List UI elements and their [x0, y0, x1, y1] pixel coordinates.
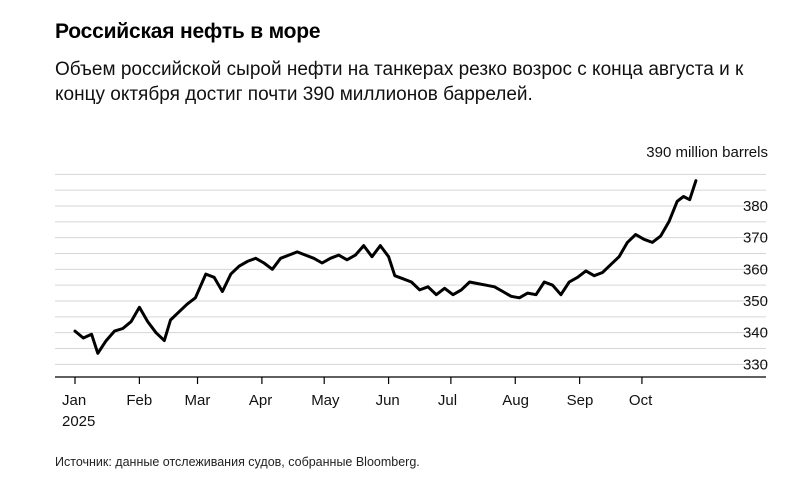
x-tick-label: Jun [376, 392, 400, 409]
x-tick-label: Aug [502, 392, 529, 409]
y-tick-label: 340 [743, 325, 768, 342]
x-tick-label: Jul [438, 392, 457, 409]
x-tick-label: Jan [62, 392, 86, 409]
x-tick-label: Feb [126, 392, 152, 409]
x-tick-label: Mar [185, 392, 211, 409]
y-tick-label: 350 [743, 293, 768, 310]
x-axis-ticks: Jan 2025 Feb Mar Apr May Jun Jul Aug Sep Oct [62, 377, 653, 430]
y-tick-label: 330 [743, 356, 768, 373]
x-tick-label: Apr [249, 392, 272, 409]
x-tick-label: May [311, 392, 340, 409]
y-axis-ticks: 330 340 350 360 370 380 [743, 198, 768, 373]
oil-volume-series-line [73, 179, 698, 355]
x-tick-label: Sep [567, 392, 594, 409]
chart-title: Российская нефть в море [55, 20, 321, 43]
y-unit-label: 390 million barrels [646, 144, 768, 161]
source-note: Источник: данные отслеживания судов, соб… [55, 455, 420, 469]
y-tick-label: 370 [743, 230, 768, 247]
y-tick-label: 380 [743, 198, 768, 215]
y-tick-label: 360 [743, 261, 768, 278]
chart-subtitle: Объем российской сырой нефти на танкерах… [55, 59, 744, 105]
x-tick-label: Oct [629, 392, 653, 409]
grid-lines [55, 173, 766, 365]
x-tick-year-label: 2025 [62, 413, 95, 430]
